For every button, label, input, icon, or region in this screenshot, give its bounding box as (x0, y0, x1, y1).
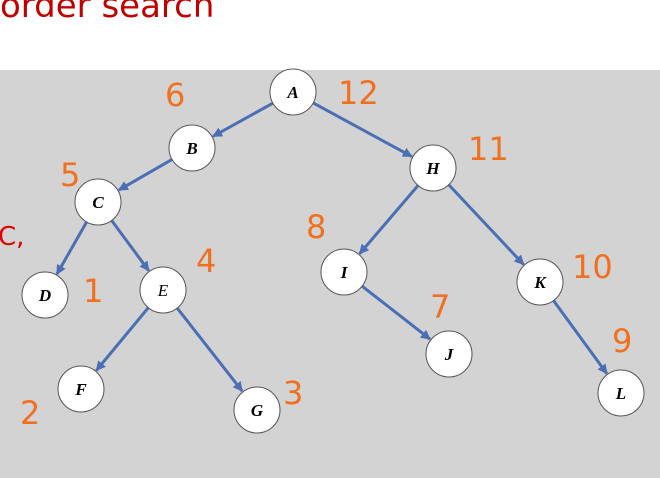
node-circle (139, 266, 187, 314)
traversal-order-c: 5 (60, 156, 80, 194)
node-circle (21, 271, 69, 319)
edge-a-b (212, 101, 274, 138)
node-label: B (185, 139, 197, 158)
node-label: G (251, 401, 264, 420)
edge-h-i (358, 184, 420, 255)
traversal-order-i: 8 (306, 208, 326, 246)
node-circle (409, 144, 457, 192)
traversal-order-a: 12 (338, 74, 379, 112)
tree-node-c: C (74, 178, 122, 226)
tree-node-d: D (21, 271, 69, 319)
edge-a-h (312, 101, 413, 158)
node-label: J (444, 345, 454, 364)
tree-node-f: F (57, 365, 105, 413)
traversal-order-b: 6 (165, 76, 185, 114)
traversal-order-d: 1 (83, 272, 103, 310)
slide-title: order search (0, 0, 215, 26)
tree-edges (55, 101, 609, 393)
edge-e-f (95, 306, 150, 372)
node-label: E (157, 281, 169, 300)
node-label: K (533, 273, 547, 292)
traversal-order-k: 10 (572, 248, 613, 286)
edge-h-k (447, 183, 525, 266)
edge-b-c (117, 158, 173, 192)
node-circle (597, 369, 645, 417)
tree-node-k: K (516, 258, 564, 306)
node-circle (74, 178, 122, 226)
node-label: I (340, 263, 349, 282)
tree-node-j: J (425, 330, 473, 378)
edge-k-l (552, 299, 609, 375)
tree-node-a: A (269, 68, 317, 116)
traversal-order-e: 4 (196, 242, 216, 280)
node-label: L (615, 384, 626, 403)
node-label: C (92, 193, 104, 212)
node-circle (425, 330, 473, 378)
traversal-order-f: 2 (20, 394, 40, 432)
tree-node-e: E (139, 266, 187, 314)
node-circle (269, 68, 317, 116)
node-circle (57, 365, 105, 413)
node-label: D (38, 286, 51, 305)
traversal-order-h: 11 (468, 130, 509, 168)
edge-c-d (55, 221, 88, 276)
node-circle (320, 248, 368, 296)
tree-node-l: L (597, 369, 645, 417)
edge-c-e (110, 219, 150, 272)
traversal-order-g: 3 (283, 374, 303, 412)
tree-nodes: A B C D E F G H I J K L (21, 68, 645, 434)
traversal-order-l: 9 (612, 322, 632, 360)
node-circle (168, 124, 216, 172)
node-label: A (286, 83, 298, 102)
edge-i-j (361, 284, 432, 341)
partial-text-fragment: C, (0, 222, 25, 252)
tree-node-g: G (233, 386, 281, 434)
traversal-order-j: 7 (430, 288, 450, 326)
edge-e-g (176, 307, 244, 393)
tree-node-b: B (168, 124, 216, 172)
node-label: H (425, 159, 440, 178)
tree-node-h: H (409, 144, 457, 192)
node-circle (516, 258, 564, 306)
node-label: F (74, 380, 87, 399)
node-circle (233, 386, 281, 434)
tree-node-i: I (320, 248, 368, 296)
traversal-order-annotations: 12 6 5 1 4 2 3 11 8 7 10 9 (20, 74, 632, 432)
